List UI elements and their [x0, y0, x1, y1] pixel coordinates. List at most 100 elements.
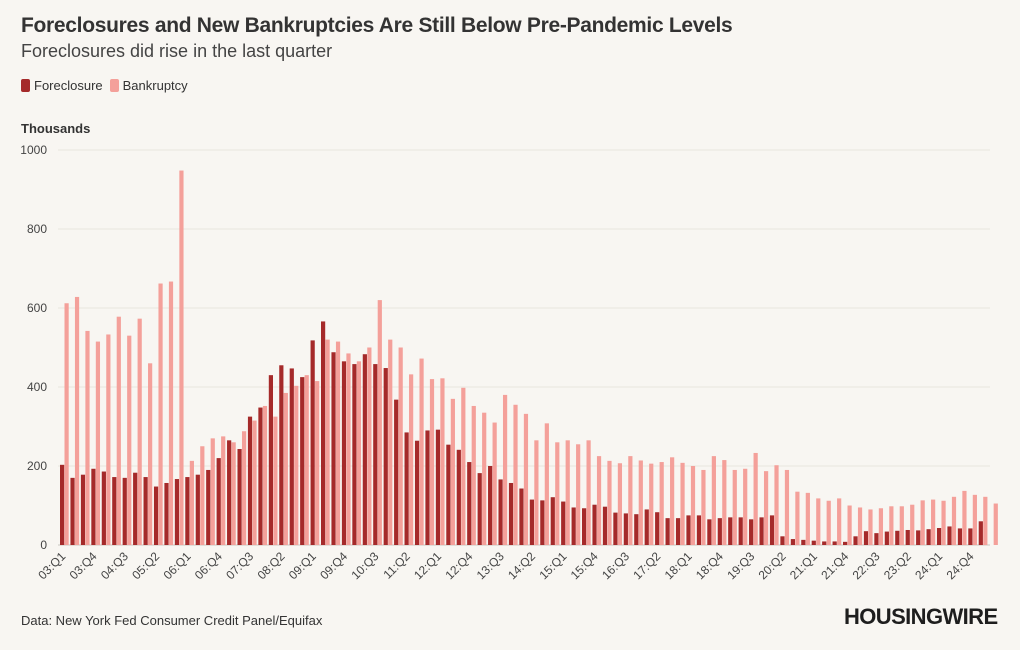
x-tick-label: 21:Q4 — [818, 549, 851, 582]
bar-bankruptcy — [743, 468, 748, 545]
bar-bankruptcy — [586, 440, 591, 545]
bar-bankruptcy — [325, 339, 330, 545]
bar-foreclosure — [582, 508, 587, 545]
y-tick-label: 0 — [40, 538, 47, 552]
bar-bankruptcy — [795, 491, 800, 545]
bar-bankruptcy — [471, 405, 476, 545]
bar-bankruptcy — [690, 466, 696, 545]
bar-bankruptcy — [993, 503, 998, 545]
bar-bankruptcy — [367, 347, 372, 545]
bar-bankruptcy — [951, 496, 957, 545]
bar-foreclosure — [404, 432, 409, 545]
bar-bankruptcy — [252, 420, 257, 545]
bar-foreclosure — [822, 541, 827, 545]
bar-bankruptcy — [116, 316, 121, 545]
bar-foreclosure — [258, 407, 263, 545]
legend-item-bankruptcy[interactable]: Bankruptcy — [109, 78, 188, 93]
x-tick-label: 07:Q3 — [223, 549, 256, 582]
x-tick-label: 18:Q1 — [662, 549, 695, 582]
bar-foreclosure — [247, 416, 253, 545]
bar-bankruptcy — [899, 506, 904, 545]
bar-foreclosure — [978, 521, 983, 545]
bar-foreclosure — [133, 472, 138, 545]
bar-bankruptcy — [628, 456, 633, 545]
bar-foreclosure — [665, 518, 670, 545]
bar-bankruptcy — [617, 463, 623, 545]
bar-bankruptcy — [701, 469, 706, 545]
bar-bankruptcy — [210, 438, 215, 545]
bar-foreclosure — [446, 444, 451, 545]
legend: Foreclosure Bankruptcy — [21, 78, 195, 93]
bar-foreclosure — [561, 501, 566, 545]
bar-bankruptcy — [127, 335, 132, 545]
bar-bankruptcy — [826, 500, 831, 545]
bar-bankruptcy — [335, 341, 341, 545]
bar-bankruptcy — [106, 334, 111, 545]
bar-foreclosure — [206, 469, 211, 545]
x-tick-label: 24:Q1 — [912, 549, 945, 582]
x-tick-label: 09:Q1 — [286, 549, 319, 582]
bar-foreclosure — [550, 497, 555, 545]
bar-bankruptcy — [857, 507, 863, 545]
bar-foreclosure — [916, 530, 921, 545]
x-tick-label: 13:Q3 — [474, 549, 507, 582]
bar-foreclosure — [801, 539, 806, 545]
bar-foreclosure — [143, 477, 148, 545]
bar-bankruptcy — [607, 460, 612, 545]
bar-bankruptcy — [596, 456, 602, 545]
bar-bankruptcy — [158, 283, 163, 545]
bar-foreclosure — [728, 517, 733, 545]
bar-bankruptcy — [868, 509, 873, 545]
chart-subtitle: Foreclosures did rise in the last quarte… — [21, 41, 333, 61]
bar-foreclosure — [362, 354, 367, 545]
legend-label-foreclosure: Foreclosure — [34, 78, 103, 93]
x-tick-label: 15:Q4 — [568, 549, 601, 582]
x-tick-label: 09:Q4 — [317, 549, 350, 582]
bar-bankruptcy — [962, 490, 967, 545]
bar-bankruptcy — [492, 422, 497, 545]
bar-foreclosure — [895, 530, 900, 545]
bar-foreclosure — [947, 526, 952, 545]
y-tick-label: 600 — [27, 301, 47, 315]
x-tick-label: 15:Q1 — [536, 549, 569, 582]
bar-bankruptcy — [294, 385, 299, 545]
bar-bankruptcy — [732, 469, 737, 545]
bar-foreclosure — [153, 486, 159, 545]
bar-bankruptcy — [805, 492, 810, 545]
bar-bankruptcy — [889, 506, 894, 545]
bar-bankruptcy — [931, 499, 936, 545]
bar-bankruptcy — [670, 457, 675, 545]
x-tick-label: 11:Q2 — [380, 549, 413, 582]
bar-bankruptcy — [878, 508, 884, 545]
bar-foreclosure — [112, 477, 117, 545]
bar-bankruptcy — [649, 463, 654, 545]
x-tick-label: 20:Q2 — [756, 549, 789, 582]
bar-foreclosure — [101, 471, 106, 545]
bar-bankruptcy — [409, 374, 414, 545]
legend-item-foreclosure[interactable]: Foreclosure — [21, 78, 103, 93]
x-tick-label: 05:Q2 — [129, 549, 162, 582]
bar-bankruptcy — [763, 471, 769, 545]
bar-bankruptcy — [513, 404, 518, 545]
bar-foreclosure — [498, 479, 503, 545]
x-tick-label: 06:Q1 — [161, 549, 194, 582]
bar-bankruptcy — [429, 379, 435, 545]
bar-bankruptcy — [95, 341, 101, 545]
y-tick-label: 400 — [27, 380, 47, 394]
bar-foreclosure — [279, 365, 284, 545]
bar-foreclosure — [863, 531, 869, 545]
bar-foreclosure — [321, 321, 326, 545]
bar-bankruptcy — [920, 500, 925, 545]
bar-foreclosure — [769, 515, 775, 545]
bar-foreclosure — [91, 468, 96, 545]
bar-foreclosure — [634, 514, 639, 545]
legend-swatch-bankruptcy — [109, 79, 119, 92]
bar-bankruptcy — [659, 462, 664, 545]
bar-foreclosure — [331, 352, 336, 545]
bar-foreclosure — [843, 541, 848, 545]
x-tick-label: 24:Q4 — [944, 549, 977, 582]
y-tick-label: 1000 — [20, 143, 47, 157]
bar-bankruptcy — [680, 462, 685, 545]
bar-foreclosure — [195, 474, 200, 545]
